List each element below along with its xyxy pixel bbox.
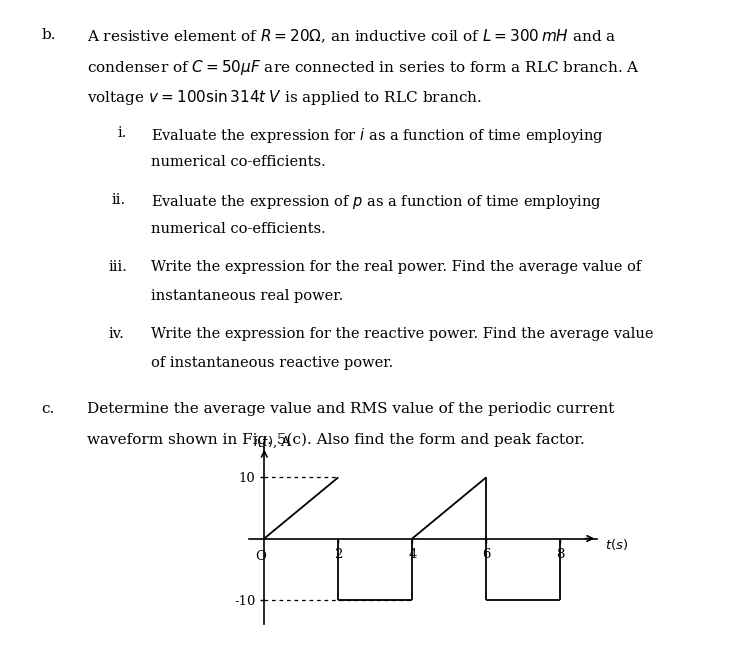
Text: condenser of $C = 50\mu F$ are connected in series to form a RLC branch. A: condenser of $C = 50\mu F$ are connected…	[87, 58, 640, 77]
Text: Write the expression for the real power. Find the average value of: Write the expression for the real power.…	[151, 260, 641, 274]
Text: $i(t)$, A: $i(t)$, A	[253, 434, 293, 450]
Text: Evaluate the expression for $i$ as a function of time employing: Evaluate the expression for $i$ as a fun…	[151, 126, 604, 145]
Text: iv.: iv.	[108, 327, 124, 341]
Text: Determine the average value and RMS value of the periodic current: Determine the average value and RMS valu…	[87, 402, 615, 416]
Text: O: O	[255, 549, 266, 562]
Text: $t(s)$: $t(s)$	[605, 537, 628, 552]
Text: Write the expression for the reactive power. Find the average value: Write the expression for the reactive po…	[151, 327, 654, 341]
Text: i.: i.	[117, 126, 126, 140]
Text: numerical co-efficients.: numerical co-efficients.	[151, 155, 326, 169]
Text: numerical co-efficients.: numerical co-efficients.	[151, 222, 326, 236]
Text: waveform shown in Fig. 5(c). Also find the form and peak factor.: waveform shown in Fig. 5(c). Also find t…	[87, 432, 584, 447]
Text: voltage $v = 100 \sin 314t\;V$ is applied to RLC branch.: voltage $v = 100 \sin 314t\;V$ is applie…	[87, 88, 482, 107]
Text: c.: c.	[42, 402, 55, 416]
Text: of instantaneous reactive power.: of instantaneous reactive power.	[151, 356, 393, 370]
Text: Evaluate the expression of $p$ as a function of time employing: Evaluate the expression of $p$ as a func…	[151, 193, 603, 211]
Text: iii.: iii.	[108, 260, 127, 274]
Text: A resistive element of $R = 20\Omega$, an inductive coil of $L = 300\,mH$ and a: A resistive element of $R = 20\Omega$, a…	[87, 28, 616, 45]
Text: instantaneous real power.: instantaneous real power.	[151, 289, 343, 303]
Text: b.: b.	[42, 28, 56, 41]
Text: ii.: ii.	[112, 193, 126, 207]
